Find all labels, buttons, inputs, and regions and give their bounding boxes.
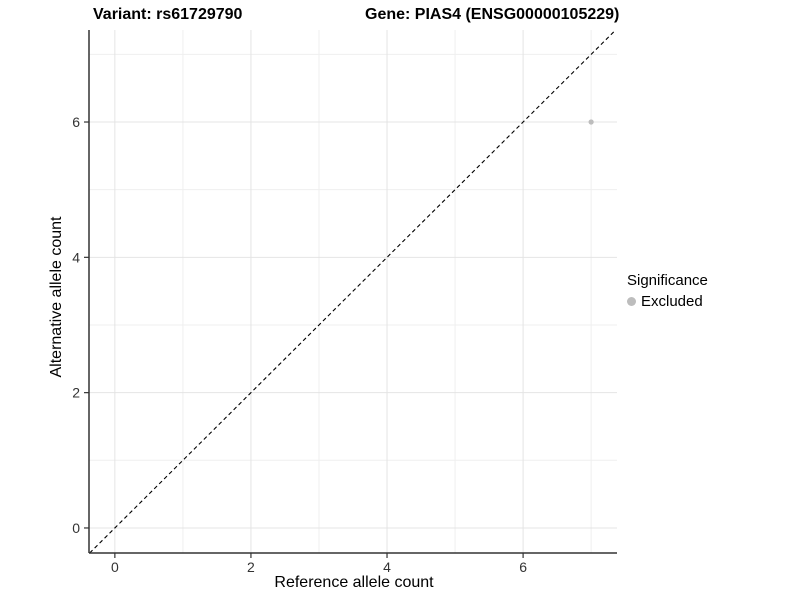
x-tick-label: 0	[111, 559, 119, 575]
x-tick-label: 2	[247, 559, 255, 575]
data-point	[588, 119, 594, 125]
legend-item-excluded: Excluded	[627, 291, 797, 312]
legend-title: Significance	[627, 272, 708, 289]
plot-title-variant: Variant: rs61729790	[93, 6, 243, 23]
y-tick-label: 6	[72, 114, 80, 130]
legend-item-label: Excluded	[641, 293, 703, 310]
plot-title-gene: Gene: PIAS4 (ENSG00000105229)	[365, 6, 620, 23]
x-tick-label: 4	[383, 559, 391, 575]
y-tick-label: 0	[72, 520, 80, 536]
y-tick-label: 2	[72, 385, 80, 401]
legend: Significance Excluded	[627, 270, 797, 312]
y-axis-title: Alternative allele count	[48, 216, 65, 378]
x-tick-label: 6	[519, 559, 527, 575]
excluded-point-icon	[627, 297, 636, 306]
y-tick-label: 4	[72, 249, 80, 265]
x-axis-title: Reference allele count	[274, 574, 434, 591]
identity-dashed-line	[89, 29, 617, 554]
